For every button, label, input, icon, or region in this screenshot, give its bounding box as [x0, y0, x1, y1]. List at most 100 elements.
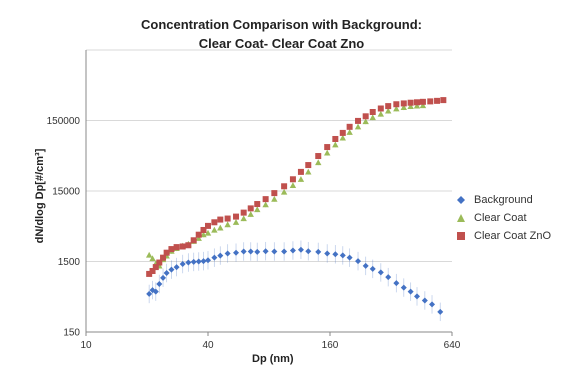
data-point-clear-coat-zno	[369, 108, 376, 115]
data-point-clear-coat-zno	[156, 259, 163, 266]
data-point-clear-coat	[149, 255, 156, 262]
data-point-background	[362, 262, 369, 269]
data-point-background	[233, 249, 240, 256]
data-point-clear-coat	[200, 231, 207, 238]
chart-subtitle: Clear Coat- Clear Coat Zno	[198, 36, 365, 51]
legend-item-clear-coat-zno: Clear Coat ZnO	[454, 227, 551, 245]
data-point-background	[289, 247, 296, 254]
data-point-clear-coat-zno	[262, 196, 269, 203]
data-point-clear-coat	[224, 221, 231, 228]
data-point-clear-coat-zno	[211, 219, 218, 226]
data-point-clear-coat-zno	[149, 267, 156, 274]
data-point-clear-coat-zno	[281, 183, 288, 190]
data-point-background	[393, 280, 400, 287]
data-point-clear-coat-zno	[305, 162, 312, 169]
data-point-clear-coat-zno	[324, 144, 331, 151]
data-point-clear-coat-zno	[152, 264, 159, 271]
data-point-clear-coat-zno	[240, 209, 247, 216]
data-point-background	[152, 288, 159, 295]
data-point-clear-coat	[407, 103, 414, 109]
data-point-clear-coat-zno	[233, 213, 240, 220]
data-point-clear-coat-zno	[168, 246, 175, 253]
data-point-clear-coat-zno	[362, 113, 369, 120]
data-point-clear-coat	[377, 110, 385, 117]
data-point-background	[224, 250, 231, 257]
data-point-clear-coat	[339, 134, 346, 141]
data-point-clear-coat	[369, 114, 376, 121]
data-point-background	[240, 248, 247, 255]
data-point-background	[346, 254, 353, 261]
data-point-clear-coat	[240, 215, 247, 222]
data-point-background	[355, 258, 362, 265]
data-point-clear-coat-zno	[440, 97, 447, 104]
data-point-clear-coat	[400, 104, 407, 111]
y-tick-label: 1500	[58, 257, 81, 268]
data-point-clear-coat-zno	[419, 98, 426, 105]
data-point-clear-coat-zno	[400, 100, 407, 107]
data-point-background	[414, 293, 421, 300]
data-point-clear-coat-zno	[205, 222, 211, 229]
data-point-clear-coat-zno	[315, 153, 322, 160]
data-point-background	[185, 259, 192, 266]
data-point-clear-coat-zno	[163, 249, 170, 256]
data-point-background	[190, 258, 197, 265]
data-point-background	[163, 270, 170, 277]
data-point-clear-coat-zno	[179, 243, 186, 250]
data-point-background	[211, 254, 218, 261]
data-point-background	[421, 297, 428, 304]
data-point-clear-coat	[354, 123, 362, 130]
data-point-background	[429, 301, 436, 308]
data-point-clear-coat	[393, 105, 400, 112]
y-axis-title: dN/dlog Dp[#/cm³]	[34, 148, 46, 244]
y-tick-label: 150000	[47, 116, 81, 127]
data-point-clear-coat-zno	[297, 168, 304, 175]
data-point-background	[407, 288, 414, 295]
data-point-background	[324, 250, 331, 257]
data-point-clear-coat-zno	[254, 201, 261, 208]
legend: Background Clear Coat Clear Coat ZnO	[454, 191, 551, 245]
chart-title: Concentration Comparison with Background…	[141, 17, 422, 32]
data-point-background	[271, 248, 278, 255]
data-point-background	[281, 248, 288, 255]
data-point-background	[332, 251, 339, 258]
x-tick-label: 40	[202, 340, 214, 351]
data-point-background	[217, 252, 224, 259]
data-point-background	[377, 269, 384, 276]
data-point-clear-coat	[385, 107, 392, 114]
data-point-clear-coat-zno	[224, 215, 231, 222]
triangle-marker-icon	[454, 213, 468, 223]
data-point-background	[305, 248, 312, 255]
data-point-clear-coat	[315, 159, 322, 166]
data-point-background	[339, 252, 346, 259]
data-point-background	[315, 248, 322, 255]
data-point-background	[297, 246, 304, 253]
legend-label-clear-coat: Clear Coat	[474, 212, 527, 224]
data-point-clear-coat-zno	[434, 97, 441, 104]
data-point-clear-coat-zno	[346, 123, 353, 130]
data-point-clear-coat-zno	[427, 98, 434, 105]
data-point-clear-coat-zno	[247, 205, 254, 212]
data-point-background	[385, 274, 392, 281]
data-point-clear-coat	[297, 176, 305, 182]
data-point-clear-coat-zno	[195, 231, 202, 238]
data-point-background	[205, 257, 211, 264]
data-point-clear-coat-zno	[407, 99, 414, 106]
x-tick-label: 640	[444, 340, 461, 351]
data-point-background	[179, 261, 186, 268]
data-point-clear-coat-zno	[190, 237, 197, 244]
square-marker-icon	[454, 231, 468, 241]
data-point-clear-coat	[271, 195, 278, 202]
data-point-clear-coat	[332, 141, 339, 148]
data-point-background	[160, 274, 167, 281]
legend-label-clear-coat-zno: Clear Coat ZnO	[474, 230, 552, 242]
data-point-background	[369, 265, 376, 272]
data-point-clear-coat-zno	[393, 101, 400, 108]
data-point-clear-coat-zno	[385, 103, 392, 110]
data-point-clear-coat-zno	[332, 135, 339, 142]
data-point-clear-coat-zno	[414, 99, 421, 106]
data-point-clear-coat-zno	[173, 244, 180, 251]
data-point-background	[146, 290, 153, 297]
data-point-background	[195, 258, 202, 265]
data-point-clear-coat	[305, 168, 312, 175]
diamond-marker-icon	[454, 195, 468, 205]
